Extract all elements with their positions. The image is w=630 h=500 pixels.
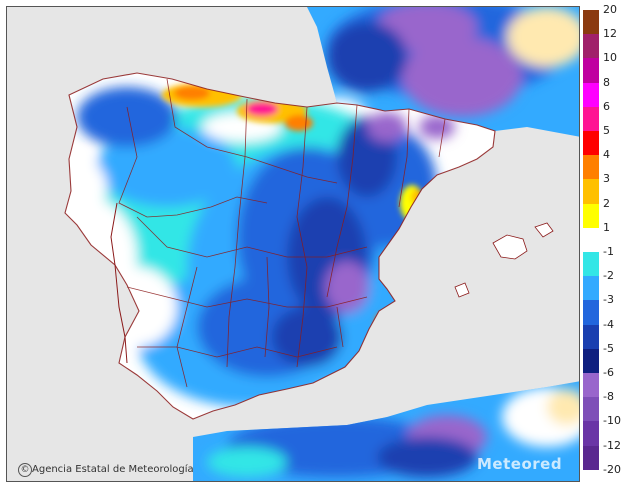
legend-swatch xyxy=(583,348,599,373)
legend-swatch xyxy=(583,155,599,180)
legend-tick-label: 3 xyxy=(603,172,610,186)
legend-swatch xyxy=(583,252,599,277)
watermark: Meteored xyxy=(477,455,563,473)
legend-swatch xyxy=(583,179,599,204)
legend-tick-label: -2 xyxy=(603,269,614,283)
legend-tick-label: -3 xyxy=(603,293,614,307)
legend-tick-label: 8 xyxy=(603,75,610,89)
legend-swatch xyxy=(583,445,599,470)
legend-swatch xyxy=(583,106,599,131)
map-credit: Agencia Estatal de Meteorología xyxy=(32,464,194,475)
legend-tick-label: -4 xyxy=(603,317,614,331)
legend-swatch xyxy=(583,58,599,83)
legend-swatch xyxy=(583,397,599,422)
portugal-border xyxy=(110,202,128,364)
legend-tick-label: -1 xyxy=(603,245,614,258)
legend-tick-label: -6 xyxy=(603,366,614,379)
legend-tick-label: 20 xyxy=(603,3,617,16)
copyright-icon: © xyxy=(18,463,32,477)
legend-swatch xyxy=(583,276,599,301)
iberia-land xyxy=(65,73,495,419)
legend-tick-label: -20 xyxy=(603,462,621,476)
map-svg xyxy=(7,7,579,481)
legend-tick-label: -8 xyxy=(603,390,614,404)
legend-swatch xyxy=(583,421,599,446)
legend-tick-label: -5 xyxy=(603,341,614,355)
legend-tick-label: 6 xyxy=(603,99,610,113)
province-borders xyxy=(64,72,496,420)
legend-swatch xyxy=(583,34,599,59)
legend-swatch xyxy=(583,131,599,156)
legend-swatch xyxy=(583,227,599,252)
legend-swatch xyxy=(583,300,599,325)
legend-tick-label: 4 xyxy=(603,148,610,162)
anomaly-map xyxy=(6,6,580,482)
legend-tick-label: 12 xyxy=(603,27,617,41)
legend-tick-label: 5 xyxy=(603,124,610,137)
color-legend: 20 12 10 8 6 5 4 3 2 1 -1 -2 -3 -4 -5 -6 -8 -10 -12 -20 xyxy=(583,3,629,478)
legend-swatch xyxy=(583,10,599,35)
legend-tick-label: -10 xyxy=(603,414,621,428)
legend-swatch xyxy=(583,82,599,107)
legend-tick-label: 10 xyxy=(603,51,617,65)
balearic-islands xyxy=(454,222,554,298)
legend-tick-label: -12 xyxy=(603,438,621,452)
france-region xyxy=(307,7,579,137)
legend-swatch xyxy=(583,203,599,228)
legend-tick-label: 1 xyxy=(603,220,610,234)
legend-swatch xyxy=(583,373,599,398)
legend-swatch xyxy=(583,324,599,349)
legend-tick-label: 2 xyxy=(603,196,610,210)
